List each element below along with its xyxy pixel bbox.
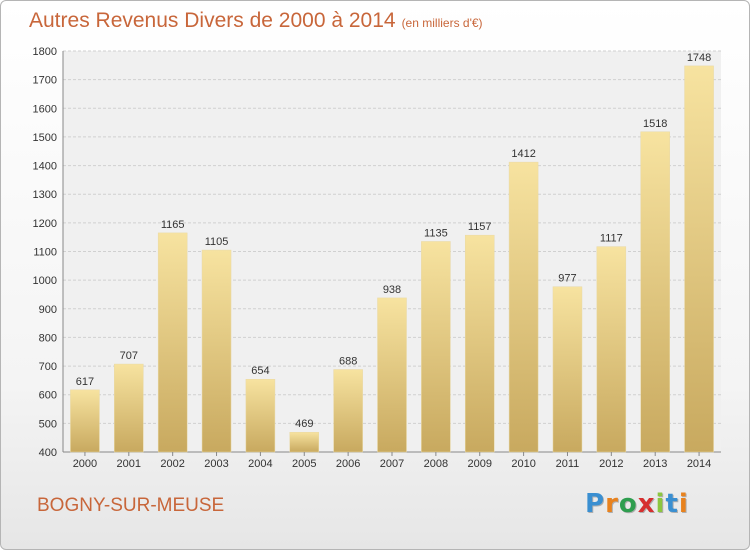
y-tick-label: 1000	[33, 275, 57, 287]
bar	[70, 389, 100, 453]
y-tick-label: 1500	[33, 132, 57, 144]
y-tick-label: 1800	[33, 46, 57, 58]
bar	[640, 131, 670, 453]
data-label: 938	[383, 284, 401, 296]
bar	[552, 286, 583, 453]
x-tick-label: 2001	[117, 458, 141, 470]
bar	[421, 241, 451, 453]
proxiti-logo: Proxiti	[585, 489, 689, 519]
data-label: 977	[558, 273, 576, 285]
y-tick-label: 900	[39, 304, 57, 316]
logo-letter: r	[605, 489, 619, 519]
data-label: 1157	[468, 221, 492, 233]
y-tick-label: 1700	[33, 75, 57, 87]
x-tick-label: 2007	[380, 458, 404, 470]
data-label: 1135	[424, 227, 448, 239]
y-tick-label: 800	[39, 332, 57, 344]
y-tick-label: 700	[39, 361, 57, 373]
logo-letter: i	[655, 489, 666, 519]
logo-letter: x	[637, 489, 656, 519]
bar	[377, 297, 407, 453]
x-tick-label: 2006	[336, 458, 360, 470]
data-label: 688	[339, 356, 357, 368]
data-label: 617	[76, 376, 94, 388]
y-tick-label: 1300	[33, 189, 57, 201]
x-tick-label: 2003	[204, 458, 228, 470]
y-tick-label: 1200	[33, 218, 57, 230]
bar	[114, 363, 144, 453]
data-label: 1105	[205, 236, 229, 248]
data-label: 1412	[511, 148, 535, 160]
bar	[464, 234, 495, 453]
data-label: 1748	[687, 52, 711, 64]
data-label: 654	[251, 365, 269, 377]
y-tick-label: 500	[39, 418, 57, 430]
data-label: 1518	[643, 118, 667, 130]
y-tick-label: 600	[39, 390, 57, 402]
x-tick-label: 2014	[687, 458, 711, 470]
logo-letter: i	[678, 489, 689, 519]
logo-letter: t	[665, 489, 679, 519]
x-tick-label: 2005	[292, 458, 316, 470]
y-tick-label: 1100	[33, 247, 57, 259]
place-name: BOGNY-SUR-MEUSE	[37, 495, 225, 516]
x-tick-label: 2000	[73, 458, 97, 470]
x-tick-label: 2011	[556, 458, 580, 470]
x-tick-label: 2002	[160, 458, 184, 470]
x-tick-label: 2004	[248, 458, 272, 470]
bar	[333, 369, 363, 453]
data-label: 707	[120, 350, 138, 362]
bar	[245, 378, 276, 453]
bar	[157, 232, 188, 453]
bar	[201, 249, 232, 453]
bar	[596, 246, 627, 453]
bar	[289, 431, 320, 453]
data-label: 1165	[161, 219, 185, 231]
y-tick-label: 1600	[33, 103, 57, 115]
chart-title-text: Autres Revenus Divers de 2000 à 2014	[29, 9, 396, 32]
logo-letter: o	[618, 489, 638, 519]
y-tick-label: 400	[39, 447, 57, 459]
bar	[508, 161, 539, 453]
x-tick-label: 2008	[424, 458, 448, 470]
data-label: 469	[295, 418, 313, 430]
chart-unit: (en milliers d'€)	[401, 16, 483, 30]
chart-title: Autres Revenus Divers de 2000 à 2014 (en …	[29, 9, 483, 33]
x-tick-label: 2009	[467, 458, 491, 470]
x-tick-label: 2010	[511, 458, 535, 470]
y-tick-label: 1400	[33, 161, 57, 173]
logo-letter: P	[585, 489, 606, 519]
x-tick-label: 2013	[643, 458, 667, 470]
x-tick-label: 2012	[599, 458, 623, 470]
bar	[684, 65, 714, 453]
data-label: 1117	[600, 233, 623, 245]
